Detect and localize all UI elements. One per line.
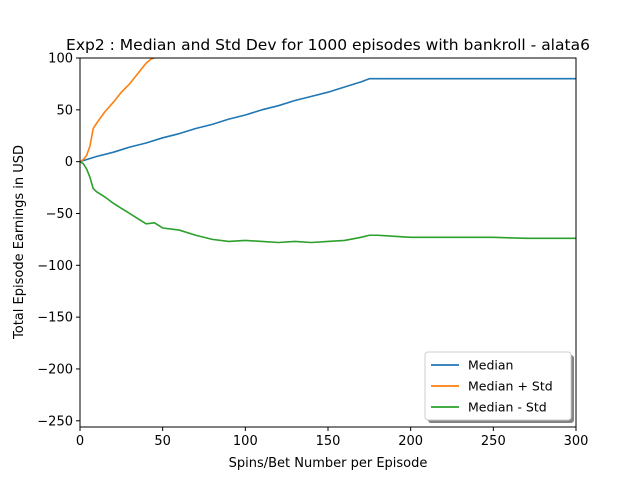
legend-entry: Median - Std	[468, 400, 547, 415]
chart-title: Exp2 : Median and Std Dev for 1000 episo…	[66, 36, 590, 54]
y-tick-label: −250	[37, 414, 73, 429]
series-line-2	[80, 160, 576, 244]
x-tick-label: 150	[316, 434, 341, 449]
x-tick-label: 0	[76, 434, 84, 449]
x-tick-label: 200	[398, 434, 423, 449]
x-axis: 0 50 100 150 200 250 300	[76, 427, 589, 449]
legend-box	[424, 351, 572, 421]
y-axis-label: Total Episode Earnings in USD	[12, 145, 27, 340]
series-line-0	[80, 77, 576, 163]
y-tick-label: −200	[37, 362, 73, 377]
x-tick-label: 300	[564, 434, 589, 449]
y-tick-label: −150	[37, 311, 73, 326]
y-tick-label: 100	[48, 52, 73, 67]
x-tick-label: 250	[481, 434, 506, 449]
legend: Median Median + Std Median - Std	[424, 351, 574, 423]
series-group	[80, 58, 576, 244]
y-tick-label: −50	[46, 207, 73, 222]
x-tick-label: 50	[154, 434, 171, 449]
legend-entry: Median	[468, 358, 513, 373]
x-tick-label: 100	[233, 434, 258, 449]
series-line-1	[80, 58, 155, 163]
y-axis: −250 −200 −150 −100 −50 0 50 100	[37, 52, 80, 429]
y-tick-label: −100	[37, 259, 73, 274]
x-axis-label: Spins/Bet Number per Episode	[229, 456, 428, 471]
legend-entry: Median + Std	[468, 379, 553, 394]
y-tick-label: 0	[65, 155, 73, 170]
y-tick-label: 50	[56, 103, 73, 118]
